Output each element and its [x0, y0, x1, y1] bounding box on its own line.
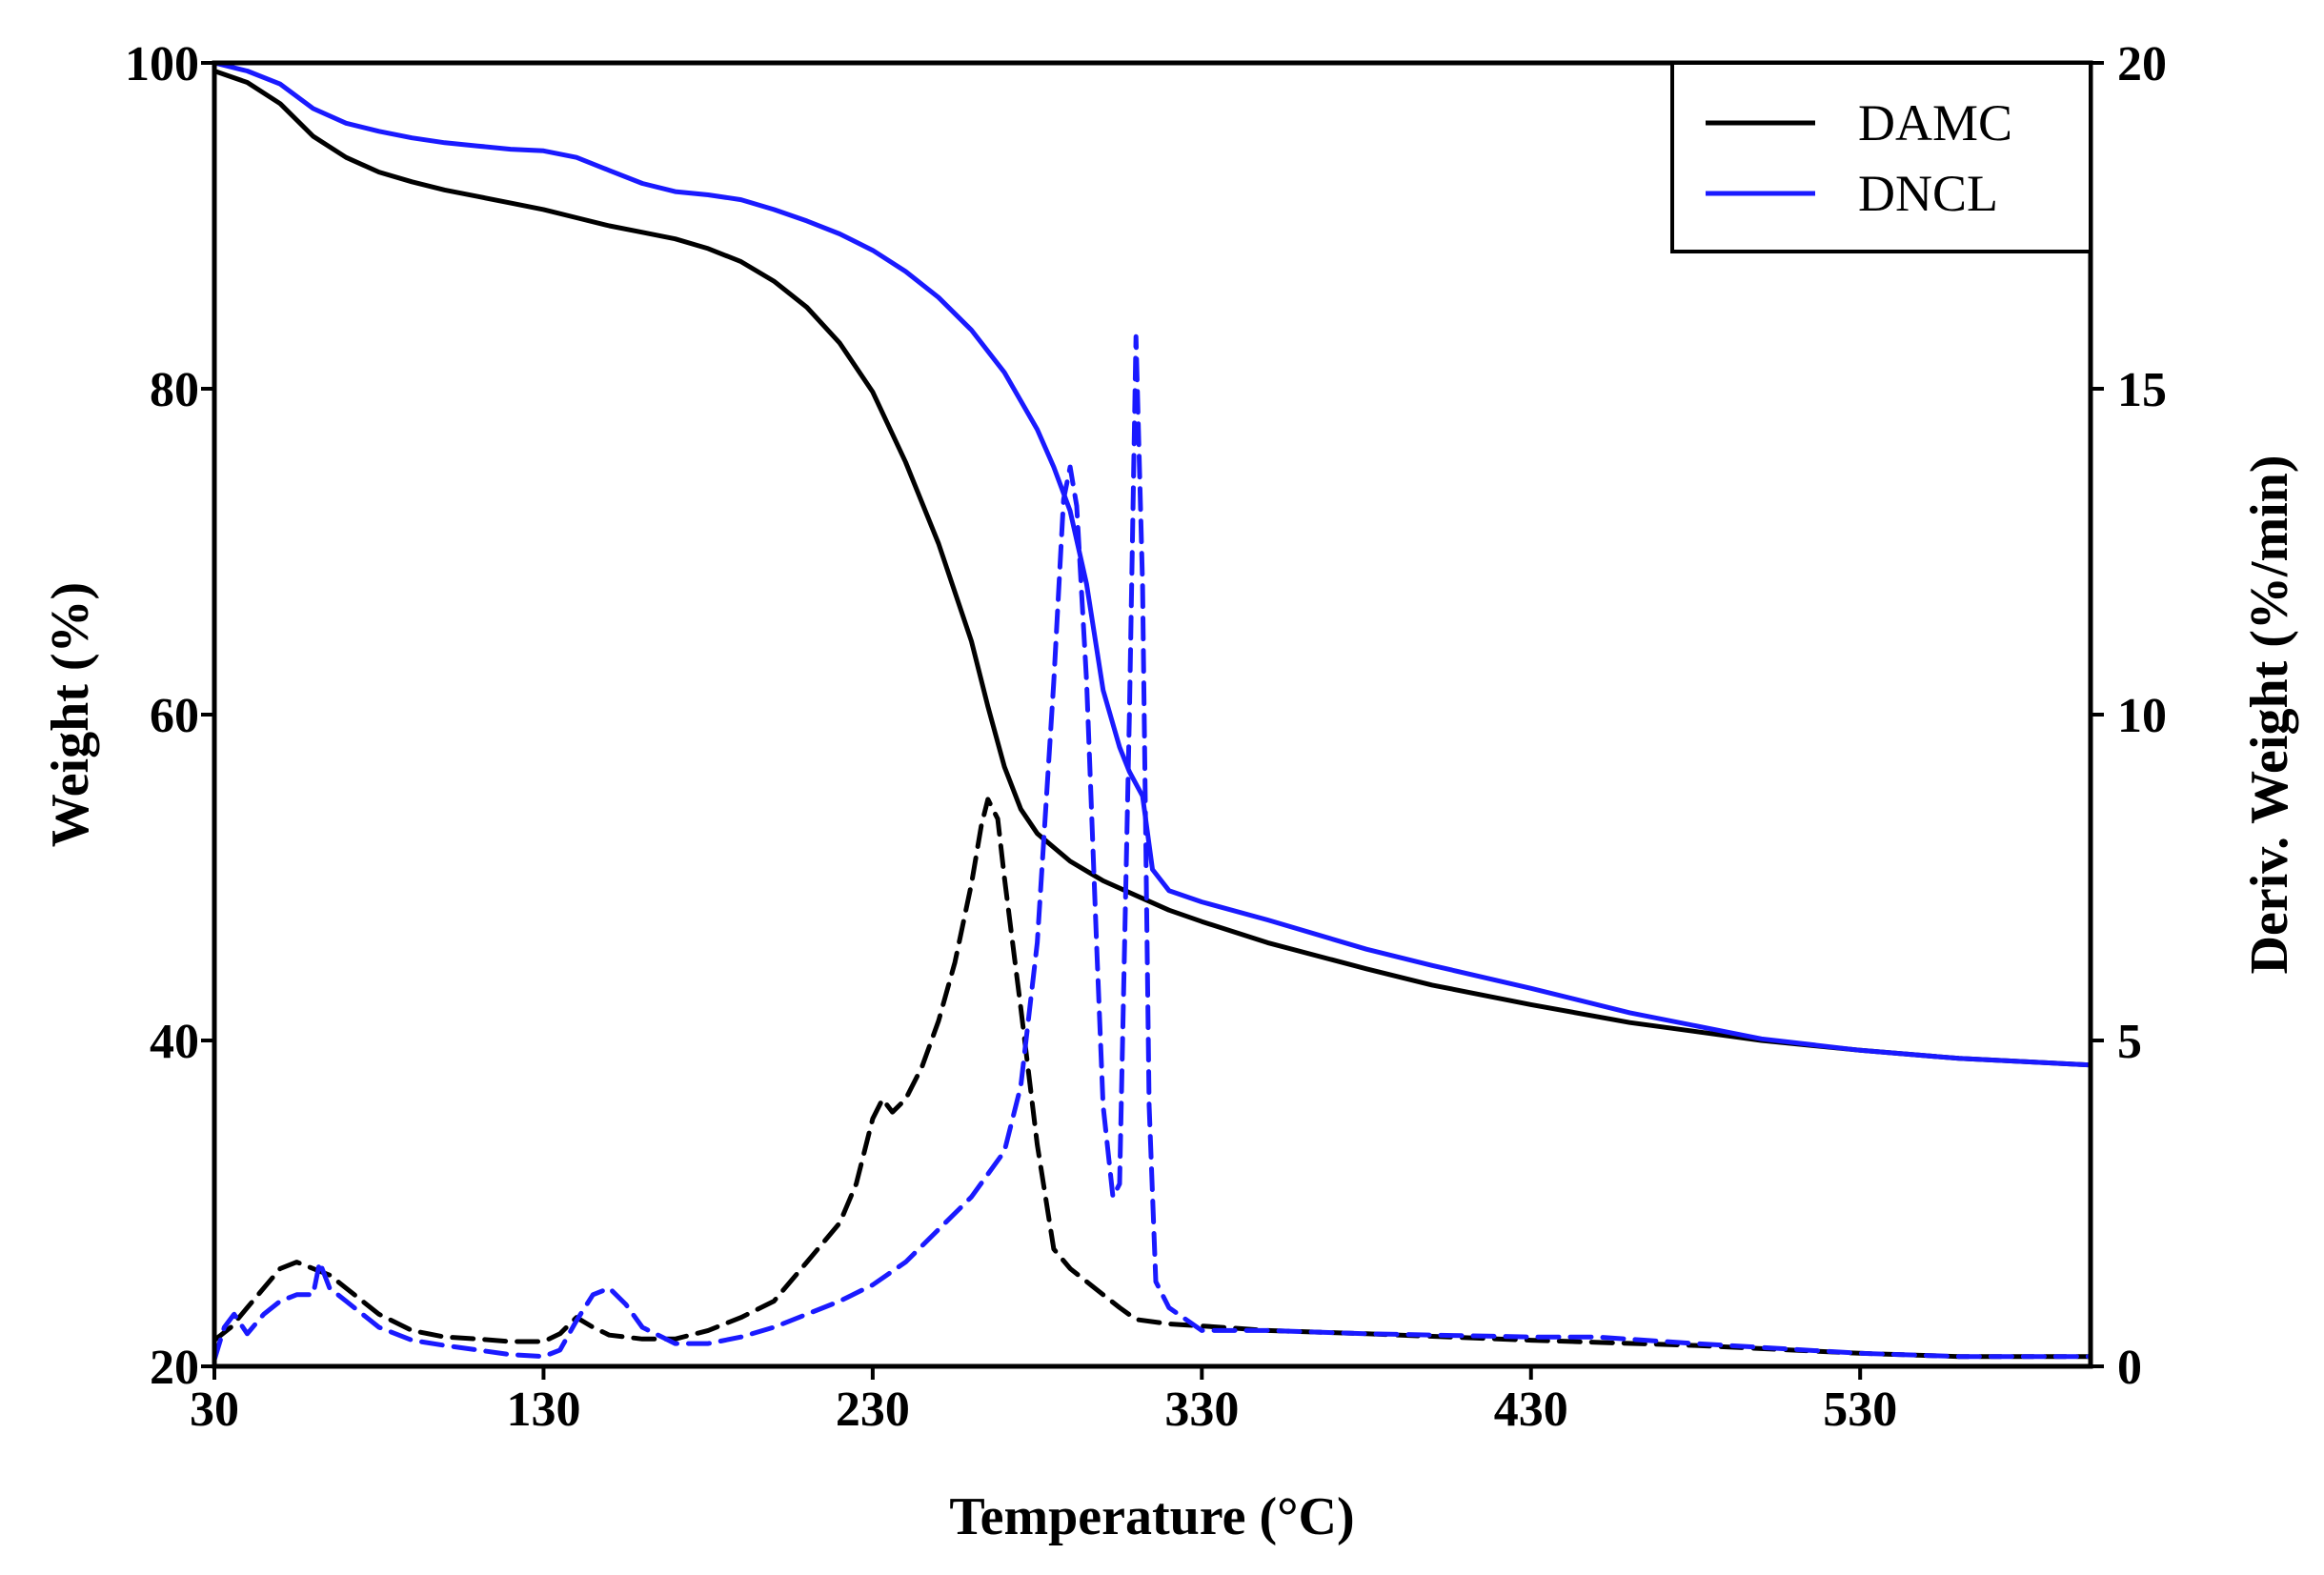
y-right-axis-title: Deriv. Weight (%/min) [2240, 455, 2299, 975]
series-damc-derivative [212, 797, 2093, 1360]
y-left-tick-label: 100 [125, 37, 199, 91]
legend-label-damc: DAMC [1858, 94, 2012, 151]
series-damc-weight [212, 69, 2093, 1068]
x-axis-title: Temperature (°C) [949, 1487, 1354, 1546]
y-left-tick-label: 60 [150, 689, 199, 743]
x-tick-label: 430 [1494, 1383, 1568, 1437]
y-left-tick-label: 40 [150, 1015, 199, 1069]
x-tick-label: 30 [190, 1383, 239, 1437]
y-right-tick-label: 0 [2117, 1341, 2142, 1395]
y-right-tick-label: 5 [2117, 1015, 2142, 1069]
series-dncl-derivative [212, 333, 2093, 1363]
legend: DAMC DNCL [1670, 61, 2092, 253]
x-tick-label: 130 [506, 1383, 580, 1437]
y-left-tick-label: 80 [150, 363, 199, 417]
x-tick-label: 230 [836, 1383, 910, 1437]
series-dncl-weight [212, 60, 2093, 1068]
y-left-tick-label: 20 [150, 1341, 199, 1395]
legend-label-dncl: DNCL [1858, 165, 1998, 222]
y-left-axis-title: Weight (%) [41, 582, 100, 847]
legend-box [1670, 61, 2092, 253]
x-tick-label: 330 [1164, 1383, 1239, 1437]
y-right-tick-label: 20 [2117, 37, 2167, 91]
x-tick-label: 530 [1823, 1383, 1897, 1437]
curves-layer [212, 60, 2093, 1363]
ticks-layer: 30 130 230 330 430 530 20 40 60 80 100 0 5 10 15 20 [125, 37, 2167, 1437]
y-right-tick-label: 10 [2117, 689, 2167, 743]
y-right-tick-label: 15 [2117, 363, 2167, 417]
